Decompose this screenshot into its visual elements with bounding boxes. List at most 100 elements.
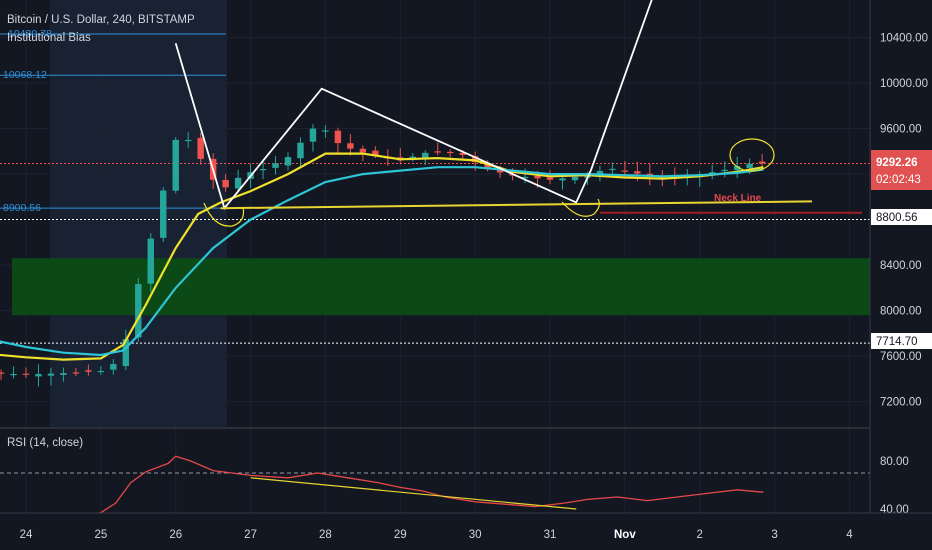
candle-body-63: [733, 166, 741, 171]
candle-body-54: [621, 170, 629, 172]
candle-body-9: [60, 373, 67, 376]
candle-body-18: [172, 139, 179, 191]
price-tick-label-6: 8000.00: [880, 306, 922, 318]
candle-body-14: [122, 339, 130, 367]
time-tick-label-11: 4: [846, 529, 853, 541]
drawing-neck-line[interactable]: [220, 200, 813, 210]
candle-body-46: [521, 176, 529, 179]
fib-label-upper: 10430.78: [8, 28, 52, 40]
candle-body-17: [160, 190, 167, 238]
candle-body-42: [471, 156, 479, 163]
candle-body-11: [85, 370, 92, 372]
candle-body-4: [0, 372, 5, 374]
indicator-name: Institutional Bias: [7, 32, 91, 44]
price-tick-label-8: 7200.00: [880, 397, 922, 409]
price-tick-label-1: 10000.00: [880, 78, 928, 90]
drawings: [174, 0, 813, 211]
candle-body-34: [372, 150, 379, 156]
candle-body-8: [47, 373, 55, 376]
time-tick-label-10: 3: [771, 529, 777, 541]
candle-body-26: [272, 163, 279, 168]
time-tick-label-5: 29: [394, 529, 407, 541]
rsi-pane: [0, 455, 870, 513]
candle-body-20: [197, 137, 204, 159]
chart-title: Bitcoin / U.S. Dollar, 240, BITSTAMP: [7, 14, 195, 26]
level-badge-upper-value: 8800.56: [876, 212, 918, 224]
candle-body-10: [72, 372, 80, 374]
drawing-pattern[interactable]: [174, 0, 659, 211]
current-price-value: 9292.26: [876, 157, 918, 169]
moving-average-line-1: [0, 152, 764, 361]
candle-body-7: [35, 373, 42, 377]
candle-body-28: [297, 142, 304, 159]
candle-body-53: [609, 168, 616, 171]
countdown-timer: 02:02:43: [876, 174, 921, 186]
candle-body-22: [222, 179, 229, 188]
candle-body-32: [347, 143, 354, 149]
price-axis[interactable]: [870, 0, 932, 513]
candle-body-37: [409, 156, 416, 159]
candle-body-30: [322, 130, 329, 132]
rsi-line: [95, 455, 764, 513]
circle-highlight-bottom: [561, 198, 600, 217]
time-tick-label-4: 28: [319, 529, 332, 541]
candle-body-5: [10, 373, 17, 376]
candle-body-6: [22, 373, 30, 375]
pane-separator[interactable]: [0, 427, 870, 429]
candle-body-25: [259, 169, 267, 171]
candle-body-49: [559, 178, 566, 181]
circle-highlights: [203, 138, 775, 227]
circle-highlight-right: [729, 138, 775, 172]
time-tick-label-7: 31: [544, 529, 557, 541]
time-tick-label-2: 26: [169, 529, 182, 541]
rsi-label: RSI (14, close): [7, 437, 83, 449]
price-tick-label-5: 8400.00: [880, 260, 922, 272]
price-tick-label-0: 10400.00: [880, 33, 928, 45]
candle-body-13: [110, 364, 117, 370]
candle-body-43: [484, 163, 491, 170]
rsi-tick-label-0: 80.00: [880, 456, 909, 468]
price-tick-label-7: 7600.00: [880, 351, 922, 363]
candle-body-65: [758, 161, 766, 164]
candle-body-19: [184, 139, 192, 142]
candle-body-61: [709, 172, 716, 174]
time-tick-label-1: 25: [94, 529, 107, 541]
time-axis-ticks: 24 25 26 27 28 29 30 31 Nov 2 3 4: [20, 529, 854, 541]
candle-body-55: [634, 171, 641, 174]
rsi-trend-line[interactable]: [250, 477, 577, 510]
moving-averages: [0, 152, 764, 361]
candle-body-23: [234, 177, 242, 189]
candle-body-38: [422, 152, 429, 159]
candle-body-52: [596, 171, 604, 175]
candle-body-31: [334, 130, 342, 144]
candle-body-64: [746, 163, 753, 169]
candle-body-39: [434, 151, 441, 153]
candle-body-40: [447, 151, 454, 154]
moving-average-line-2: [0, 166, 764, 357]
level-badge-lower-value: 7714.70: [876, 336, 918, 348]
candle-body-33: [359, 148, 367, 153]
candle-body-50: [571, 176, 579, 181]
candle-body-47: [534, 175, 541, 179]
level-badge-lower: 7714.70: [871, 333, 932, 349]
time-tick-label-3: 27: [244, 529, 257, 541]
time-tick-label-6: 30: [469, 529, 482, 541]
fib-label-middle: 10068.12: [3, 69, 47, 81]
time-tick-label-9: 2: [697, 529, 703, 541]
candle-body-41: [459, 152, 466, 155]
candle-body-16: [147, 238, 154, 284]
candle-body-44: [496, 168, 504, 173]
candle-body-48: [546, 177, 554, 180]
time-tick-label-8: Nov: [614, 529, 636, 541]
time-tick-label-0: 24: [20, 529, 33, 541]
current-price-badge: 9292.26 02:02:43: [871, 150, 932, 190]
level-badge-upper: 8800.56: [871, 209, 932, 225]
circle-highlight-left: [203, 202, 245, 227]
candle-body-12: [97, 370, 105, 373]
time-axis[interactable]: [0, 513, 932, 550]
candle-body-62: [721, 169, 728, 172]
neck-line-label: Neck Line: [714, 193, 762, 204]
price-tick-label-2: 9600.00: [880, 124, 922, 136]
candle-body-29: [309, 128, 317, 142]
fib-label-lower: 8900.56: [3, 202, 41, 214]
